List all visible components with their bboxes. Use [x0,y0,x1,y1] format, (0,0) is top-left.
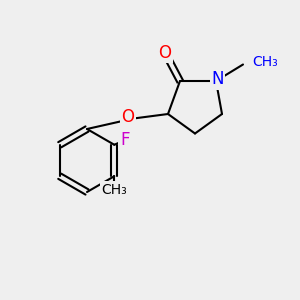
Text: CH₃: CH₃ [101,183,127,197]
Text: CH₃: CH₃ [252,55,278,68]
Text: O: O [158,44,172,62]
Text: F: F [120,131,130,149]
Text: N: N [211,70,224,88]
Text: O: O [122,108,135,126]
